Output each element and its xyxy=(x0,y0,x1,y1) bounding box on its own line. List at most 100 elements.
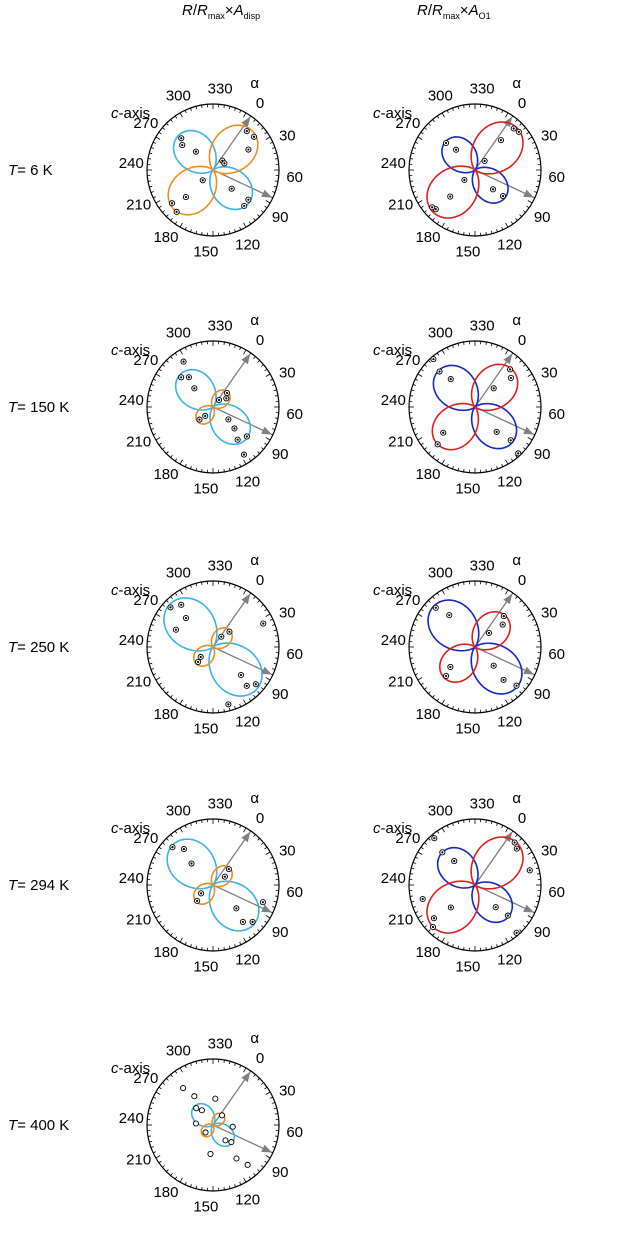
angle-tick-mark xyxy=(184,587,187,591)
angle-tick-mark xyxy=(424,127,427,130)
data-point-core xyxy=(463,178,466,182)
data-point xyxy=(222,1137,229,1144)
angle-tick-mark xyxy=(428,123,431,126)
angle-tick-label: 330 xyxy=(208,317,233,334)
data-point-core xyxy=(513,841,516,844)
data-point-core xyxy=(236,438,239,441)
angle-tick-mark xyxy=(150,624,154,626)
data-point-core xyxy=(182,847,186,851)
data-point-core xyxy=(431,206,434,209)
angle-tick-mark xyxy=(243,1177,247,1183)
angle-tick-mark xyxy=(510,221,514,225)
angle-tick-mark xyxy=(201,581,203,586)
angle-tick-mark xyxy=(234,466,236,470)
data-point xyxy=(233,1155,240,1162)
angle-tick-label: 150 xyxy=(455,959,480,976)
angle-tick-mark xyxy=(536,417,541,419)
angle-tick-label: 0 xyxy=(256,332,264,349)
data-point-core xyxy=(251,920,254,924)
angle-tick-mark xyxy=(452,344,454,348)
data-point-core xyxy=(245,130,248,133)
angle-tick-mark xyxy=(155,136,161,140)
angle-tick-mark xyxy=(417,851,423,855)
angle-tick-mark xyxy=(523,687,526,690)
angle-tick-mark xyxy=(446,941,449,945)
angle-tick-mark xyxy=(170,695,173,698)
angle-tick-label: 210 xyxy=(126,434,151,451)
data-point-core xyxy=(190,862,193,865)
angle-tick-mark xyxy=(409,895,414,897)
angle-tick-mark xyxy=(261,447,264,450)
angle-tick-label: 210 xyxy=(126,674,151,691)
angle-tick-mark xyxy=(415,911,419,914)
angle-tick-mark xyxy=(272,147,276,149)
angle-tick-label: 240 xyxy=(381,392,406,409)
data-point-core xyxy=(495,430,498,434)
alpha-label: α xyxy=(250,552,259,569)
angle-tick-mark xyxy=(166,691,169,694)
angle-tick-mark xyxy=(535,185,539,188)
angle-tick-label: 150 xyxy=(455,721,480,738)
angle-tick-mark xyxy=(150,668,154,670)
angle-tick-mark xyxy=(485,581,487,586)
angle-tick-mark xyxy=(264,846,268,850)
angle-tick-mark xyxy=(519,691,522,694)
angle-tick-mark xyxy=(496,584,498,588)
angle-tick-mark xyxy=(441,112,445,118)
angle-tick-mark xyxy=(496,344,498,348)
data-point-core xyxy=(196,660,200,664)
angle-tick-mark xyxy=(536,180,541,182)
c-axis-label: c-axis xyxy=(373,582,412,599)
data-point-core xyxy=(223,875,226,878)
angle-tick-mark xyxy=(257,1078,260,1081)
angle-tick-mark xyxy=(264,131,268,135)
angle-tick-mark xyxy=(531,618,535,621)
angle-tick-mark xyxy=(149,152,153,155)
angle-tick-mark xyxy=(531,856,535,859)
angle-tick-mark xyxy=(243,589,247,595)
angle-tick-mark xyxy=(535,629,539,632)
angle-tick-mark xyxy=(452,706,454,710)
angle-tick-mark xyxy=(536,873,541,875)
angle-tick-mark xyxy=(269,141,273,144)
angle-tick-mark xyxy=(179,937,183,943)
angle-tick-mark xyxy=(409,657,414,659)
angle-tick-mark xyxy=(452,107,454,111)
angle-tick-mark xyxy=(170,218,173,221)
angle-tick-mark xyxy=(170,834,173,837)
angle-tick-mark xyxy=(155,200,161,204)
angle-tick-label: 180 xyxy=(415,944,440,961)
data-point-core xyxy=(247,148,250,151)
angle-tick-mark xyxy=(190,584,192,588)
angle-tick-mark xyxy=(228,583,231,587)
angle-tick-mark xyxy=(415,673,419,676)
angle-tick-mark xyxy=(526,131,530,135)
c-axis-arrow xyxy=(212,406,272,435)
angle-tick-mark xyxy=(184,825,187,829)
angle-tick-mark xyxy=(432,695,435,698)
angle-tick-mark xyxy=(446,825,449,829)
angle-tick-mark xyxy=(432,218,435,221)
angle-tick-mark xyxy=(409,873,414,875)
data-point-core xyxy=(502,678,505,681)
angle-tick-mark xyxy=(166,600,169,603)
data-point-core xyxy=(436,443,439,446)
angle-tick-mark xyxy=(463,468,465,473)
angle-tick-mark xyxy=(274,873,279,875)
angle-tick-mark xyxy=(412,147,416,149)
angle-tick-mark xyxy=(158,131,162,135)
angle-tick-mark xyxy=(452,822,454,826)
angle-tick-mark xyxy=(150,147,154,149)
angle-tick-label: 120 xyxy=(497,473,522,490)
angle-tick-mark xyxy=(147,1135,152,1137)
angle-tick-mark xyxy=(269,856,273,859)
c-axis-arrow xyxy=(474,646,534,675)
data-point-core xyxy=(492,664,495,667)
angle-tick-mark xyxy=(536,895,541,897)
angle-tick-label: 30 xyxy=(541,842,558,859)
angle-tick-mark xyxy=(201,946,203,951)
angle-tick-label: 270 xyxy=(395,352,420,369)
angle-tick-mark xyxy=(535,152,539,155)
angle-tick-mark xyxy=(223,104,225,109)
